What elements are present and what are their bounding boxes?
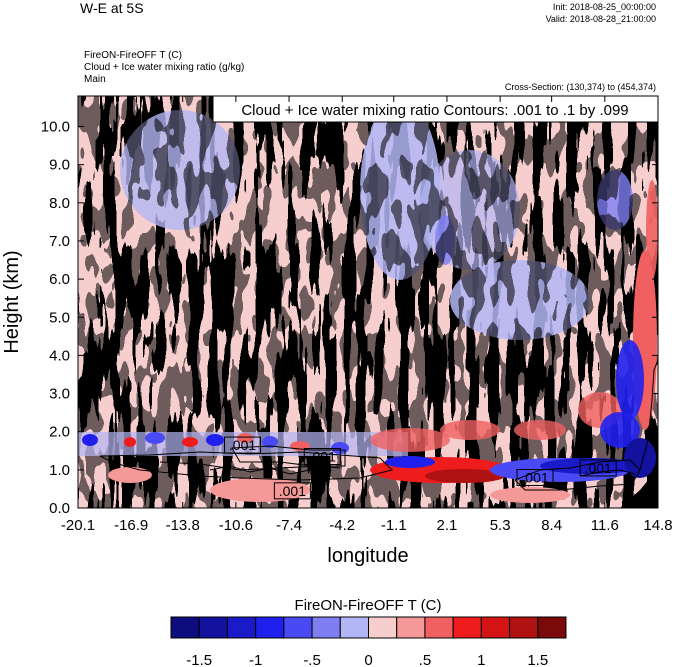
x-tick-label: -10.6 (219, 517, 253, 534)
y-axis: 0.0 1.0 2.0 3.0 4.0 5.0 6.0 7.0 8.0 9.0 10.0 (41, 119, 658, 517)
colorbar-tick-label: .5 (419, 652, 432, 667)
cold-cell (145, 432, 165, 444)
contour-info-box (212, 95, 659, 123)
contour-labels: .001 .001 .001 .001 .001 (224, 436, 617, 500)
contour-label: .001 (309, 449, 336, 465)
colorbar-tick-label: -1 (249, 652, 262, 667)
cloud-contour (231, 445, 346, 467)
y-tick-label: 10.0 (41, 119, 70, 136)
colorbar-tick-label: -.5 (303, 652, 321, 667)
contour-info: Cloud + Ice water mixing ratio Contours:… (241, 102, 628, 119)
cold-cell (206, 434, 224, 446)
warm-cell (182, 437, 198, 447)
warm-cell (237, 433, 253, 443)
x-tick-label: 11.6 (591, 517, 619, 534)
x-tick-label: 5.3 (490, 517, 511, 534)
chart-title: W-E at 5S (80, 0, 144, 16)
colorbar-swatch (509, 616, 539, 639)
contour-label: .001 (585, 460, 612, 476)
colorbar-title: FireON-FireOFF T (C) (295, 597, 442, 614)
y-tick-label: 7.0 (49, 233, 70, 250)
x-tick-label: -20.1 (61, 517, 95, 534)
x-tick-label: -16.9 (114, 517, 148, 534)
cold-cell (262, 436, 278, 448)
cold-cell (616, 340, 644, 420)
valid-time: Valid: 2018-08-28_21:00:00 (545, 14, 656, 24)
warm-cell (124, 437, 136, 447)
contour-label-box (273, 482, 311, 500)
cold-cell (624, 438, 656, 478)
contour-field-name: Cloud + Ice water mixing ratio (g/kg) (84, 62, 245, 73)
cloud-contour (579, 469, 636, 477)
colorbar-swatch (424, 616, 454, 639)
cold-cell (600, 412, 640, 448)
x-axis-title: longitude (327, 545, 408, 567)
warm-cell (646, 180, 658, 280)
colorbar-swatch (198, 616, 228, 639)
heatmap-field: .001 .001 .001 .001 .001 (78, 96, 658, 508)
x-tick-label: -4.2 (329, 517, 355, 534)
y-tick-label: 3.0 (49, 386, 70, 403)
warm-cell (440, 420, 500, 440)
colorbar-swatch (339, 616, 369, 639)
y-tick-label: 0.0 (49, 500, 70, 517)
warm-cell (490, 487, 570, 503)
x-tick-label: -13.8 (166, 517, 200, 534)
contour-label-box (303, 448, 341, 465)
colorbar-swatch (255, 616, 285, 639)
y-tick-label: 5.0 (49, 309, 70, 326)
x-tick-label: 2.1 (437, 517, 458, 534)
y-tick-label: 4.0 (49, 347, 70, 364)
colorbar-swatch (396, 616, 426, 639)
contour-label-box (579, 459, 617, 477)
field-name: FireON-FireOFF T (C) (84, 50, 182, 61)
warm-cell (210, 478, 310, 502)
cloud-contour (639, 359, 658, 471)
y-tick-label: 6.0 (49, 271, 70, 288)
contour-label: .001 (279, 483, 306, 499)
colorbar-swatch (368, 616, 398, 639)
y-tick-label: 9.0 (49, 157, 70, 174)
x-tick-label: 8.4 (541, 517, 562, 534)
x-tick-label: -7.4 (276, 517, 302, 534)
warm-cell (108, 467, 152, 483)
colorbar-tick-label: -1.5 (186, 652, 212, 667)
init-time: Init: 2018-08-25_00:00:00 (552, 2, 656, 12)
cold-cell (82, 434, 98, 446)
colorbar: -1.5 -1 -.5 0 .5 1 1.5 (170, 616, 567, 667)
colorbar-swatch (311, 616, 341, 639)
y-axis-title: Height (km) (1, 250, 23, 353)
contour-label: .001 (521, 469, 548, 485)
cross-section-label: Cross-Section: (130,374) to (454,374) (504, 82, 656, 92)
x-tick-label: -1.1 (381, 517, 407, 534)
terrain (620, 470, 658, 508)
colorbar-swatch (283, 616, 313, 639)
colorbar-swatch (452, 616, 482, 639)
colorbar-tick-label: 1.5 (527, 652, 548, 667)
x-axis: -20.1 -16.9 -13.8 -10.6 -7.4 -4.2 -1.1 2.1 5.3 8.… (61, 96, 673, 534)
colorbar-swatch (170, 616, 200, 639)
contour-label-box (516, 468, 554, 486)
run-name: Main (84, 74, 106, 85)
contour-label: .001 (229, 437, 256, 453)
colorbar-swatch (226, 616, 257, 639)
y-tick-label: 2.0 (49, 424, 70, 441)
colorbar-swatch (537, 616, 567, 639)
cloud-contour (209, 465, 311, 475)
warm-cell (514, 420, 566, 440)
y-tick-label: 8.0 (49, 195, 70, 212)
colorbar-swatch (480, 616, 511, 639)
cold-cell (385, 456, 435, 468)
contour-label-box (224, 436, 262, 454)
x-tick-label: 14.8 (643, 517, 672, 534)
colorbar-tick-label: 0 (364, 652, 372, 667)
colorbar-tick-label: 1 (477, 652, 485, 667)
y-tick-label: 1.0 (49, 462, 70, 479)
warm-cell (370, 428, 450, 452)
warm-core (425, 469, 505, 483)
